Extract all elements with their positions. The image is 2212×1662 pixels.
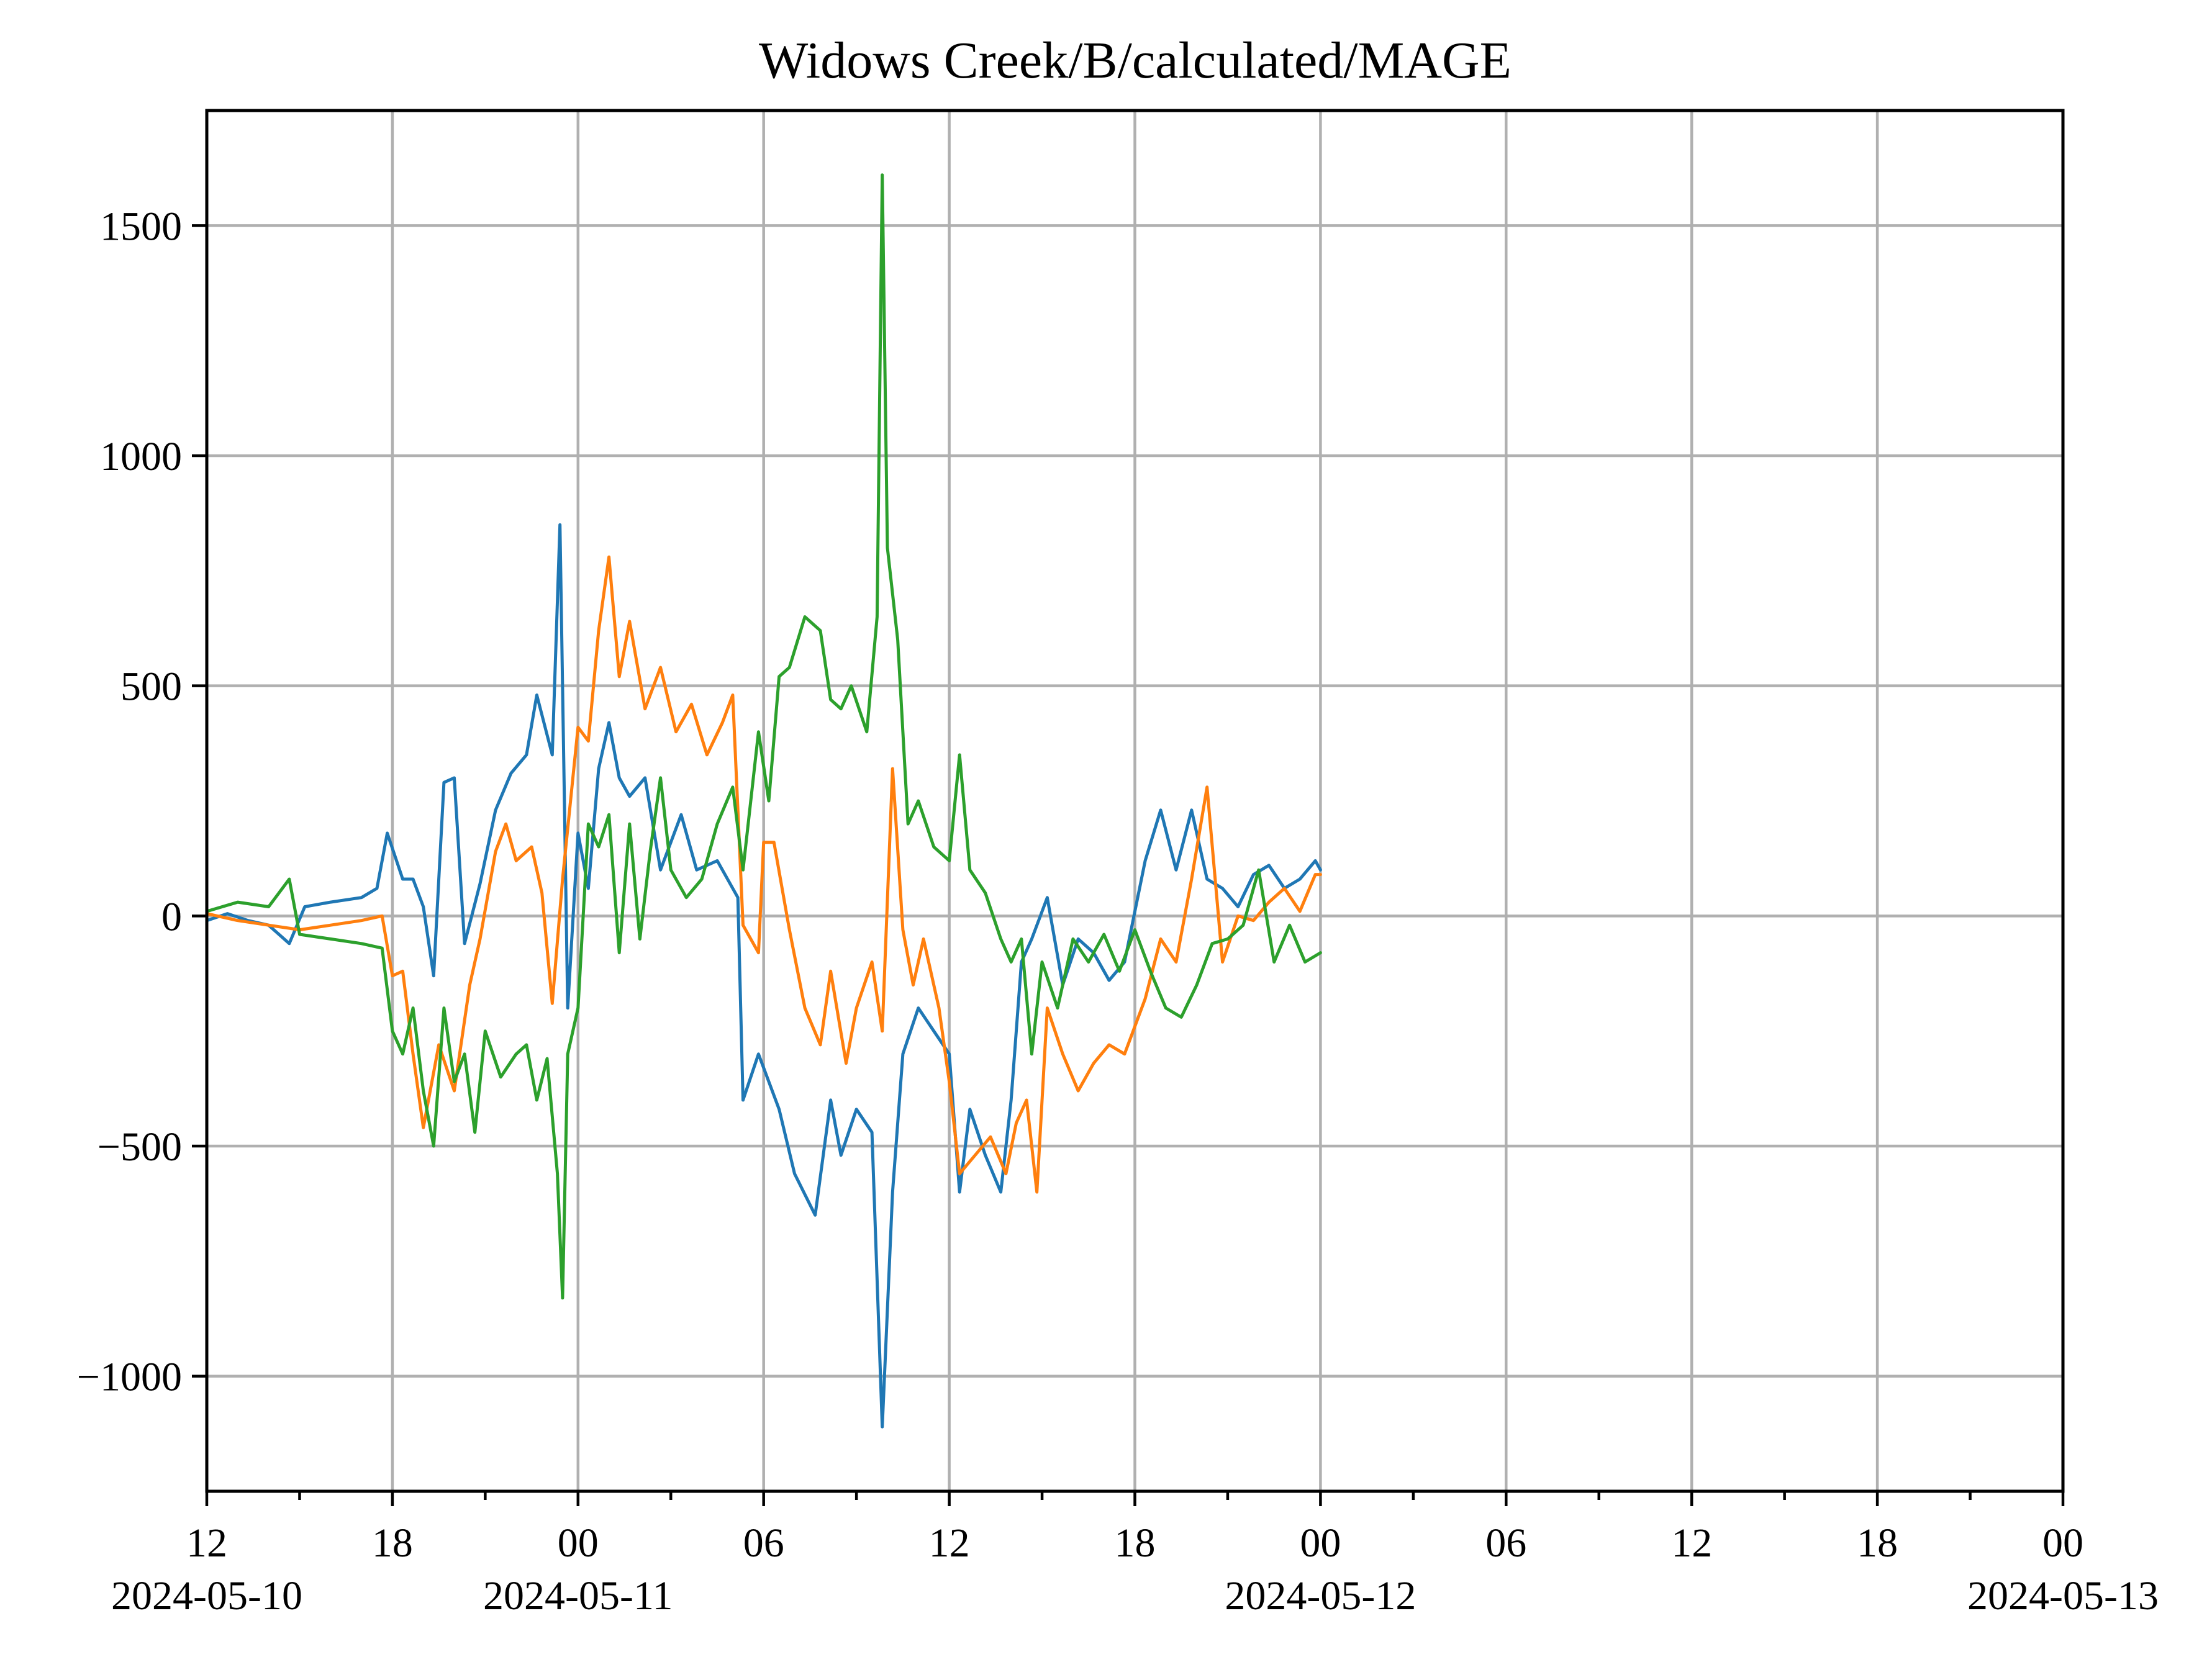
series-lines bbox=[205, 173, 1322, 1429]
x-date-label: 2024-05-10 bbox=[111, 1573, 302, 1619]
y-tick-label: 0 bbox=[161, 894, 182, 939]
y-tick-label: 500 bbox=[120, 664, 182, 710]
x-tick-label: 12 bbox=[1671, 1520, 1712, 1566]
y-tick-label: −500 bbox=[97, 1124, 182, 1170]
series-line-3 bbox=[205, 173, 1322, 1300]
x-date-label: 2024-05-12 bbox=[1225, 1573, 1416, 1619]
x-tick-label: 18 bbox=[1857, 1520, 1898, 1566]
axis-ticks: 12 2024-05-10 18 00 2024-05-11 06 12 18 00 2024-0… bbox=[77, 204, 2159, 1619]
x-tick-label: 00 bbox=[2042, 1520, 2083, 1566]
x-date-label: 2024-05-11 bbox=[483, 1573, 673, 1619]
x-tick-label: 12 bbox=[929, 1520, 970, 1566]
x-tick-label: 00 bbox=[1300, 1520, 1341, 1566]
y-tick-label: 1000 bbox=[100, 434, 182, 479]
x-tick-label: 06 bbox=[743, 1520, 784, 1566]
chart-title: Widows Creek/B/calculated/MAGE bbox=[759, 32, 1512, 89]
x-tick-label: 18 bbox=[372, 1520, 413, 1566]
x-tick-label: 06 bbox=[1485, 1520, 1526, 1566]
x-date-label: 2024-05-13 bbox=[1967, 1573, 2159, 1619]
x-tick-label: 00 bbox=[558, 1520, 599, 1566]
y-tick-label: 1500 bbox=[100, 204, 182, 249]
x-tick-label: 12 bbox=[186, 1520, 227, 1566]
series-line-2 bbox=[205, 555, 1322, 1194]
x-tick-label: 18 bbox=[1115, 1520, 1156, 1566]
y-tick-label: −1000 bbox=[77, 1355, 182, 1400]
